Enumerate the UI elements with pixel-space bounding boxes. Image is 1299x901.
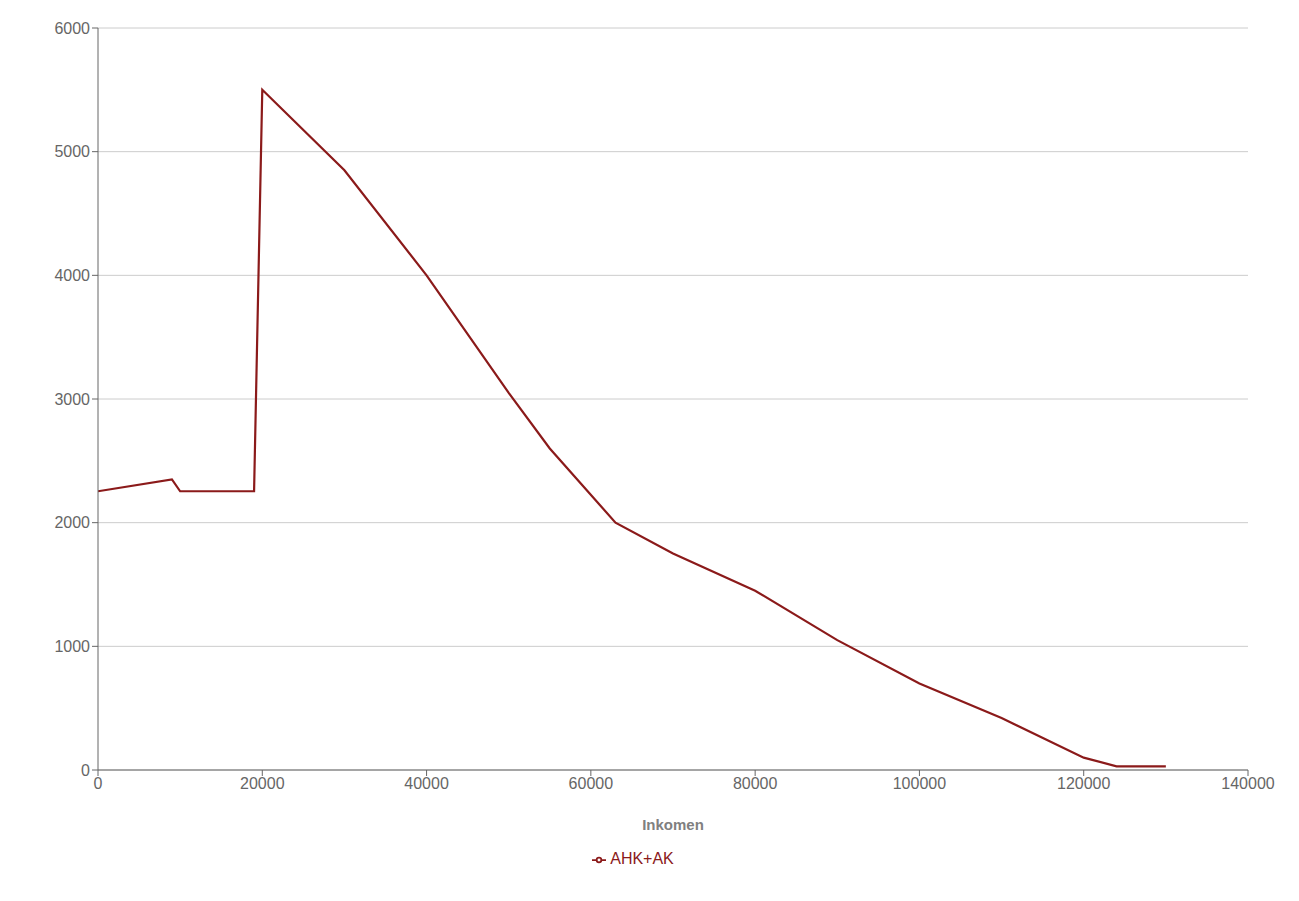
svg-text:120000: 120000: [1057, 775, 1110, 792]
svg-text:3000: 3000: [54, 391, 90, 408]
svg-text:140000: 140000: [1221, 775, 1274, 792]
svg-text:100000: 100000: [893, 775, 946, 792]
svg-text:4000: 4000: [54, 267, 90, 284]
svg-text:Inkomen: Inkomen: [642, 816, 704, 833]
svg-text:80000: 80000: [733, 775, 778, 792]
html-text:AHK+AK: AHK+AK: [610, 850, 674, 867]
svg-text:60000: 60000: [569, 775, 614, 792]
svg-text:2000: 2000: [54, 514, 90, 531]
svg-text:0: 0: [94, 775, 103, 792]
svg-text:1000: 1000: [54, 638, 90, 655]
svg-text:20000: 20000: [240, 775, 285, 792]
svg-text:0: 0: [81, 762, 90, 779]
svg-text:6000: 6000: [54, 20, 90, 37]
svg-text:5000: 5000: [54, 143, 90, 160]
svg-text:40000: 40000: [404, 775, 449, 792]
